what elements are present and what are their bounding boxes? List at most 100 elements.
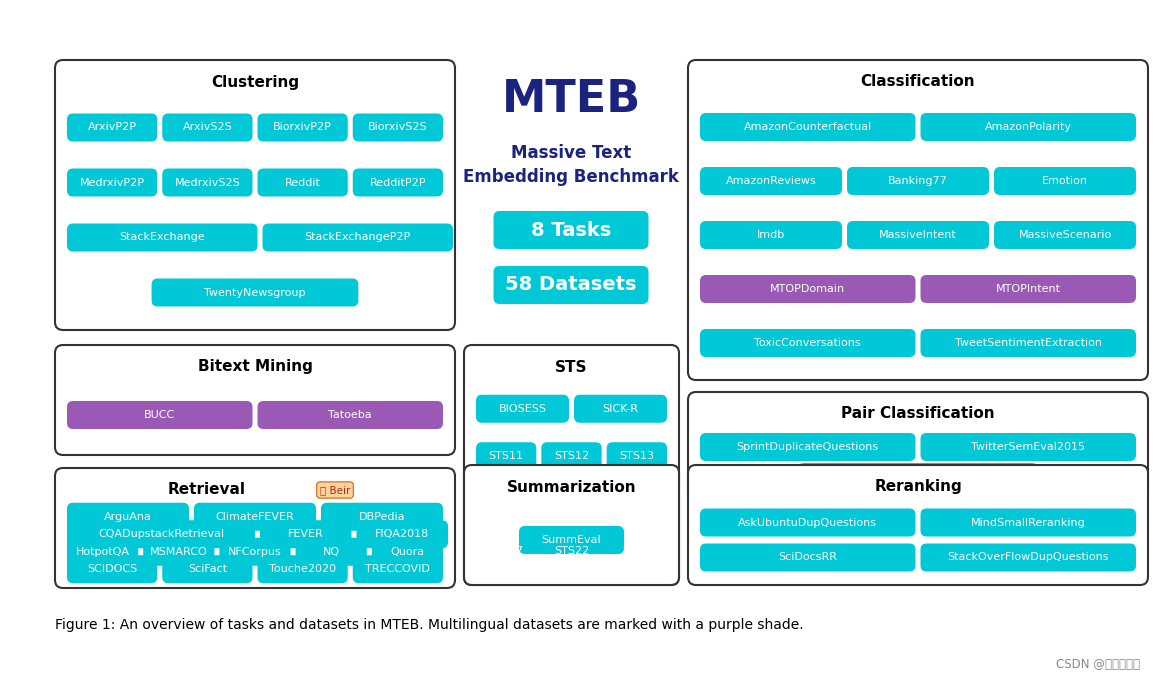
FancyBboxPatch shape [542,537,601,565]
FancyBboxPatch shape [688,465,1148,585]
FancyBboxPatch shape [352,169,443,196]
FancyBboxPatch shape [464,465,679,585]
Text: HotpotQA: HotpotQA [76,547,130,557]
Text: Reranking: Reranking [874,480,962,495]
Text: Pair Classification: Pair Classification [841,407,994,422]
Text: AmazonPolarity: AmazonPolarity [985,122,1072,132]
FancyBboxPatch shape [476,442,536,471]
Text: AskUbuntuDupQuestions: AskUbuntuDupQuestions [738,517,878,528]
Text: TweetSentimentExtraction: TweetSentimentExtraction [955,338,1102,348]
Text: BiorxivS2S: BiorxivS2S [369,123,428,132]
FancyBboxPatch shape [700,329,915,357]
FancyBboxPatch shape [921,113,1136,141]
Text: Figure 1: An overview of tasks and datasets in MTEB. Multilingual datasets are m: Figure 1: An overview of tasks and datas… [55,618,804,632]
Text: STS16: STS16 [619,499,654,508]
FancyBboxPatch shape [257,114,347,141]
Text: STS13: STS13 [619,451,654,461]
Text: Tatoeba: Tatoeba [329,410,372,420]
FancyBboxPatch shape [847,167,989,195]
Text: Summarization: Summarization [507,480,636,495]
FancyBboxPatch shape [607,442,667,471]
Text: Reddit: Reddit [284,178,321,187]
Text: SCIDOCS: SCIDOCS [87,564,137,574]
FancyBboxPatch shape [921,275,1136,303]
FancyBboxPatch shape [607,490,667,517]
FancyBboxPatch shape [55,345,455,455]
Text: FEVER: FEVER [288,529,324,539]
FancyBboxPatch shape [67,223,257,251]
Text: NFCorpus: NFCorpus [228,547,282,557]
FancyBboxPatch shape [476,537,536,565]
Text: MassiveScenario: MassiveScenario [1018,230,1112,240]
Text: NQ: NQ [323,547,339,557]
FancyBboxPatch shape [464,345,679,585]
Text: BIOSESS: BIOSESS [498,404,546,414]
FancyBboxPatch shape [67,520,255,548]
Text: Imdb: Imdb [757,230,785,240]
Text: Quora: Quora [391,547,425,557]
FancyBboxPatch shape [372,537,443,566]
Text: ToxicConversations: ToxicConversations [755,338,861,348]
FancyBboxPatch shape [700,221,842,249]
FancyBboxPatch shape [220,537,290,566]
Text: MTOPDomain: MTOPDomain [770,284,845,294]
FancyBboxPatch shape [321,503,443,531]
FancyBboxPatch shape [152,278,358,307]
FancyBboxPatch shape [688,60,1148,380]
FancyBboxPatch shape [260,520,351,548]
FancyBboxPatch shape [542,490,601,517]
FancyBboxPatch shape [994,167,1136,195]
FancyBboxPatch shape [607,537,667,565]
FancyBboxPatch shape [542,442,601,471]
Text: SICK-R: SICK-R [603,404,639,414]
Text: 🔥 Beir: 🔥 Beir [319,485,350,495]
Text: CQADupstackRetrieval: CQADupstackRetrieval [98,529,225,539]
Text: Touche2020: Touche2020 [269,564,336,574]
FancyBboxPatch shape [700,544,915,571]
FancyBboxPatch shape [494,266,648,304]
FancyBboxPatch shape [574,395,667,423]
Text: STS22: STS22 [553,546,590,556]
FancyBboxPatch shape [357,520,448,548]
Text: STS17: STS17 [489,546,524,556]
Text: CSDN @曼城周杰伦: CSDN @曼城周杰伦 [1057,659,1140,672]
Text: STS12: STS12 [553,451,589,461]
Text: Clustering: Clustering [211,74,300,90]
FancyBboxPatch shape [67,401,253,429]
FancyBboxPatch shape [67,169,157,196]
FancyBboxPatch shape [257,401,443,429]
Text: MTOPIntent: MTOPIntent [996,284,1061,294]
FancyBboxPatch shape [494,211,648,249]
FancyBboxPatch shape [262,223,453,251]
Text: ArguAna: ArguAna [104,512,152,522]
FancyBboxPatch shape [700,275,915,303]
Text: Banking77: Banking77 [888,176,948,186]
Text: StackOverFlowDupQuestions: StackOverFlowDupQuestions [948,553,1109,562]
FancyBboxPatch shape [296,537,367,566]
FancyBboxPatch shape [688,392,1148,502]
Text: BiorxivP2P: BiorxivP2P [273,123,332,132]
FancyBboxPatch shape [700,433,915,461]
Text: MedrxivP2P: MedrxivP2P [80,178,145,187]
Text: Retrieval: Retrieval [168,482,246,497]
FancyBboxPatch shape [67,555,157,584]
Text: STS14: STS14 [489,499,524,508]
Text: SprintDuplicateQuestions: SprintDuplicateQuestions [737,442,879,452]
Text: DBPedia: DBPedia [359,512,405,522]
FancyBboxPatch shape [257,555,347,584]
Text: MedrxivS2S: MedrxivS2S [174,178,240,187]
FancyBboxPatch shape [519,526,624,554]
Text: SciFact: SciFact [188,564,227,574]
FancyBboxPatch shape [163,555,253,584]
Text: ClimateFEVER: ClimateFEVER [215,512,295,522]
FancyBboxPatch shape [921,433,1136,461]
Text: BUCC: BUCC [144,410,176,420]
Text: ArxivS2S: ArxivS2S [183,123,233,132]
Text: 58 Datasets: 58 Datasets [505,276,636,294]
Text: TwitterSemEval2015: TwitterSemEval2015 [971,442,1086,452]
Text: TwitterURLCorpus: TwitterURLCorpus [869,472,968,482]
FancyBboxPatch shape [352,555,443,584]
FancyBboxPatch shape [67,503,190,531]
Text: StackExchange: StackExchange [119,232,205,243]
Text: MSMARCO: MSMARCO [150,547,208,557]
